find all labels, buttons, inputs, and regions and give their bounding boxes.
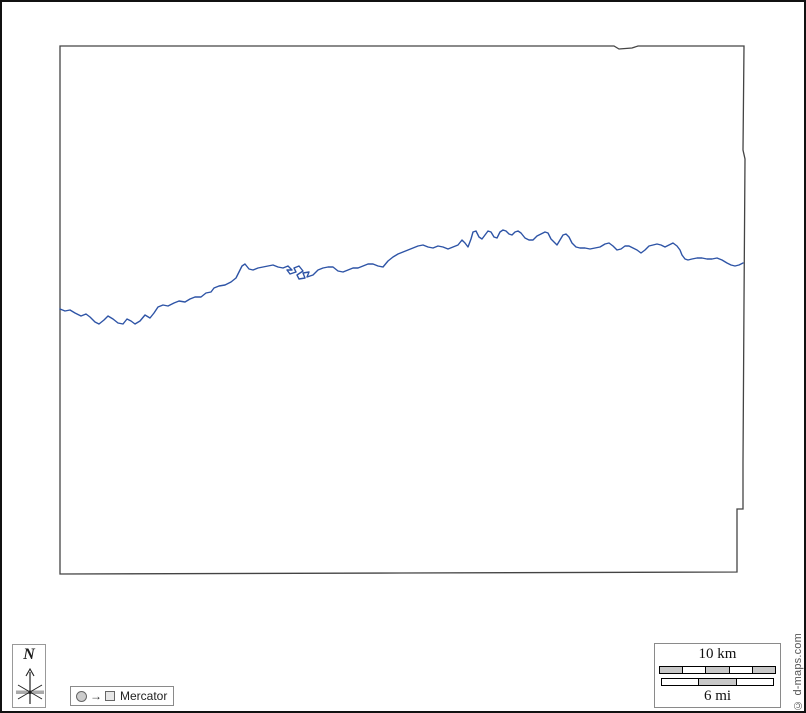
scale-segment [752, 667, 776, 673]
arrow-right-icon: → [90, 689, 102, 703]
scale-mi-bar [661, 678, 774, 686]
credit-text: © d-maps.com [791, 633, 804, 711]
scale-km-label: 10 km [698, 646, 737, 662]
scale-segment [660, 667, 684, 673]
scale-segment [706, 667, 730, 673]
projection-label: Mercator [120, 689, 168, 703]
north-label: N [23, 646, 35, 663]
scale-segment [683, 667, 707, 673]
scale-segment [736, 679, 773, 685]
scale-mi-label: 6 mi [703, 688, 732, 704]
credit-container: © d-maps.com [789, 633, 804, 711]
scale-bar-box: 10 km 6 mi [654, 643, 781, 708]
scale-segment [729, 667, 753, 673]
scale-segment [699, 679, 737, 685]
river-line [59, 229, 744, 325]
compass-rose-icon [16, 667, 44, 704]
scale-km-bar [659, 666, 776, 674]
projection-legend: → Mercator [70, 686, 175, 706]
county-boundary-outline [59, 45, 746, 575]
projected-square-icon [105, 691, 115, 701]
globe-circle-icon [76, 690, 87, 702]
scale-segment [662, 679, 700, 685]
compass-box: N [12, 644, 46, 708]
